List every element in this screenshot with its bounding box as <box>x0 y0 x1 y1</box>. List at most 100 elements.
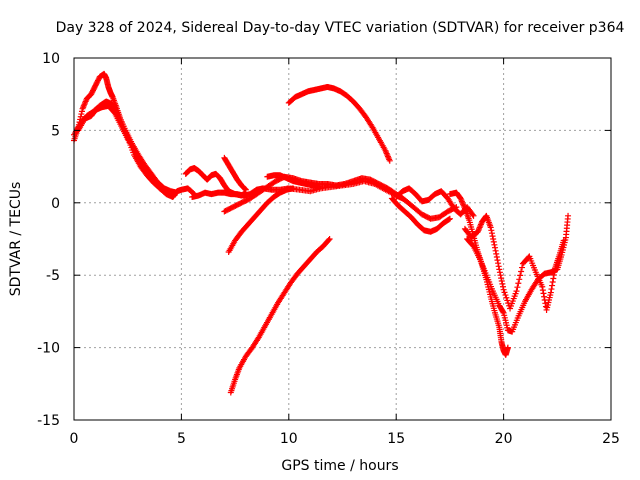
data-point <box>501 289 508 296</box>
data-series-arc-12 <box>393 185 477 219</box>
plot-border <box>73 57 612 421</box>
data-point <box>495 260 502 267</box>
data-point <box>549 279 556 286</box>
x-tick-label: 0 <box>70 431 79 447</box>
y-tick-label: 0 <box>51 196 60 212</box>
data-point <box>496 269 503 276</box>
data-point <box>551 268 558 275</box>
data-series-arc-1 <box>71 70 198 201</box>
data-point <box>519 264 526 271</box>
data-point <box>498 275 505 282</box>
data-point <box>515 280 522 287</box>
data-series-arc-2 <box>71 98 181 196</box>
data-series-arc-8 <box>221 173 460 222</box>
data-point <box>548 286 555 293</box>
x-tick-label: 10 <box>280 431 298 447</box>
data-series-arc-11 <box>285 83 393 164</box>
data-point <box>488 227 495 234</box>
y-tick-label: 10 <box>42 51 60 67</box>
grid-layer <box>74 58 611 420</box>
data-point <box>517 272 524 279</box>
data-point <box>499 308 506 315</box>
data-series-arc-9 <box>264 172 322 190</box>
data-point <box>490 238 497 245</box>
data-point <box>446 215 453 222</box>
chart-title: Day 328 of 2024, Sidereal Day-to-day VTE… <box>56 20 625 36</box>
data-point <box>491 241 498 248</box>
data-point <box>549 282 556 289</box>
data-point <box>492 244 499 251</box>
data-point <box>470 212 477 219</box>
data-point <box>493 253 500 260</box>
data-point <box>494 257 501 264</box>
data-point <box>518 268 525 275</box>
data-point <box>487 224 494 231</box>
data-series-arc-7 <box>225 185 297 256</box>
data-point <box>493 250 500 257</box>
data-point <box>495 263 502 270</box>
data-point <box>540 290 547 297</box>
data-point <box>499 280 506 287</box>
data-point <box>500 286 507 293</box>
data-point <box>516 276 523 283</box>
x-tick-label: 15 <box>387 431 405 447</box>
y-tick-label: -15 <box>37 413 60 429</box>
data-series-arc-3 <box>75 102 170 196</box>
data-point <box>541 293 548 300</box>
data-point <box>492 247 499 254</box>
data-point <box>325 237 332 244</box>
data-point <box>514 284 521 291</box>
data-point <box>78 111 85 118</box>
data-point <box>550 275 557 282</box>
data-point <box>499 283 506 290</box>
data-series-arc-14 <box>446 189 511 358</box>
data-point <box>539 283 546 290</box>
data-point <box>502 292 509 299</box>
data-point <box>504 344 511 351</box>
data-point <box>78 108 85 115</box>
data-point <box>174 189 181 196</box>
data-series-arc-13 <box>388 195 453 235</box>
data-series-arc-6 <box>221 154 249 193</box>
data-point <box>489 233 496 240</box>
data-series-arc-15 <box>464 212 572 335</box>
y-tick-label: -10 <box>37 341 60 357</box>
data-point <box>445 216 452 223</box>
data-series-arc-10 <box>227 236 333 396</box>
data-point <box>550 271 557 278</box>
data-series-arc-16 <box>461 212 567 313</box>
data-point <box>560 237 567 244</box>
x-tick-label: 25 <box>602 431 620 447</box>
data-point <box>77 113 84 120</box>
data-point <box>496 266 503 273</box>
data-point <box>386 157 393 164</box>
data-point <box>162 189 169 196</box>
x-axis-ticks: 0 5 10 15 20 25 <box>70 58 620 447</box>
y-axis-label: SDTVAR / TECUs <box>8 182 24 297</box>
data-point <box>490 236 497 242</box>
data-layer <box>71 70 572 396</box>
data-point <box>241 185 248 192</box>
y-axis-ticks: -15 -10 -5 0 5 10 <box>37 51 611 429</box>
data-point <box>504 297 511 304</box>
data-point <box>326 236 333 242</box>
data-point <box>290 185 297 192</box>
data-point <box>547 289 554 296</box>
data-point <box>469 211 476 218</box>
x-tick-label: 5 <box>177 431 186 447</box>
data-point <box>497 272 504 279</box>
data-point <box>565 212 572 219</box>
data-point <box>503 294 510 301</box>
y-tick-label: -5 <box>46 268 60 284</box>
data-point <box>242 186 249 193</box>
data-point <box>488 230 495 237</box>
y-tick-label: 5 <box>51 123 60 139</box>
data-point <box>539 287 546 294</box>
x-tick-label: 20 <box>495 431 513 447</box>
x-axis-label: GPS time / hours <box>281 458 398 474</box>
data-point <box>498 277 505 284</box>
data-point <box>163 189 170 196</box>
data-point <box>513 288 520 295</box>
